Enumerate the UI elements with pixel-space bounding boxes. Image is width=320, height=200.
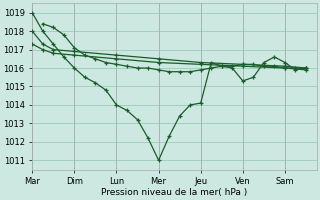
X-axis label: Pression niveau de la mer( hPa ): Pression niveau de la mer( hPa ): [101, 188, 247, 197]
